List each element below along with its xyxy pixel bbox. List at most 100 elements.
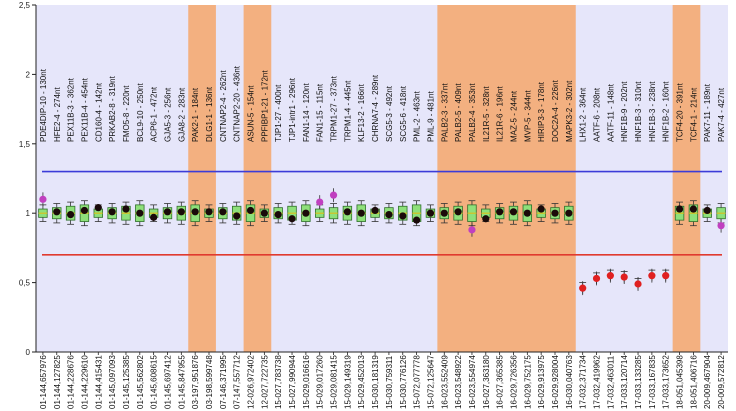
plot-area [36, 5, 728, 352]
probe-label: TRPM1-4 - 445nt [343, 80, 352, 142]
position-label: 20-009,572812 [717, 355, 726, 409]
probe-point [606, 272, 614, 280]
probe-label: AATF-11 - 148nt [606, 83, 615, 142]
probe-label: KLF13-2 - 166nt [357, 83, 366, 142]
probe-label: FAN1-14 - 120nt [302, 83, 311, 142]
probe-point [316, 198, 324, 206]
highlight-bands [188, 5, 701, 352]
position-label: 17-033,167835 [648, 355, 657, 409]
highlight-band [672, 5, 701, 352]
probe-label: IL21R-5 - 328nt [482, 86, 491, 142]
position-label: 15-029,149319 [343, 355, 352, 409]
probe-label: DLG1-1 - 136nt [205, 86, 214, 142]
probe-point [233, 212, 241, 220]
position-label: 01-144,127825 [53, 355, 62, 409]
position-label: 16-029,928004 [551, 355, 560, 409]
probe-point [177, 208, 185, 216]
position-label: 01-144,228676 [67, 355, 76, 409]
position-label: 16-023,552409 [440, 355, 449, 409]
position-label: 15-030,776126 [399, 355, 408, 409]
probe-point [413, 216, 421, 224]
probe-label: DOC2A-4 - 226nt [551, 79, 560, 142]
highlight-band [437, 5, 576, 352]
position-label: 07-146,371995 [219, 355, 228, 409]
position-label: 15-029,017260 [316, 355, 325, 409]
probe-point [634, 280, 642, 288]
y-tick-label: 0 [26, 348, 31, 357]
threshold-lines [42, 170, 722, 256]
position-label: 07-147,557712 [233, 355, 242, 409]
probe-label: PAK7-11 - 189nt [703, 83, 712, 142]
probe-point [122, 205, 130, 213]
y-tick-label: 2 [26, 70, 31, 79]
probe-point [620, 273, 628, 281]
position-label: 18-051,045398 [676, 355, 685, 409]
probe-point [551, 209, 559, 217]
position-labels: 01-144,657976 01-144,127825 01-144,228676 0… [39, 352, 726, 409]
position-label: 15-072,125647 [426, 355, 435, 409]
probe-point [717, 222, 725, 230]
probe-label: HIRIP3-3 - 178nt [537, 81, 546, 142]
probe-point [150, 213, 158, 221]
probe-label: GJA8-2 - 283nt [177, 87, 186, 142]
probe-point [703, 206, 711, 215]
probe-label: MAZ-5 - 244nt [509, 90, 518, 142]
probe-label: PEX11B-4 - 454nt [80, 77, 89, 142]
probe-point [163, 208, 172, 216]
probe-point [343, 208, 351, 216]
probe-point [385, 210, 393, 219]
y-tick-label: 0,5 [19, 279, 31, 288]
probe-label: TCF4-20 - 391nt [676, 83, 685, 142]
probe-point [260, 209, 268, 217]
position-label: 15-030,759311 [385, 355, 394, 409]
probe-label: PALB2-4 - 353nt [468, 83, 477, 142]
probe-point [329, 191, 338, 199]
position-label: 16-023,548922 [454, 355, 463, 409]
position-label: 17-032,371734 [579, 355, 588, 409]
probe-label: IL21R-6 - 196nt [496, 86, 505, 142]
position-label: 01-144,657976 [39, 355, 48, 409]
y-tick-label: 2,5 [19, 1, 31, 10]
probe-label: CHRNA7-4 - 289nt [371, 74, 380, 142]
position-label: 16-023,554974 [468, 355, 477, 409]
position-label: 16-029,752175 [523, 355, 532, 409]
probe-point [482, 215, 490, 223]
position-label: 16-030,040763 [565, 355, 574, 409]
probe-label: TJP1-intr1 - 296nt [288, 77, 297, 142]
probe-point [205, 208, 213, 216]
probe-label: PAK7-4 - 427nt [717, 87, 726, 142]
probe-label: TJP1-27 - 400nt [274, 84, 283, 142]
position-label: 15-027,783738 [274, 355, 283, 409]
probe-label: FMO5-8 - 220nt [122, 85, 131, 142]
probe-label: BCL9-10 - 250nt [136, 83, 145, 142]
probe-label: PML-9 - 481nt [426, 91, 435, 142]
probe-label: PRKAB2-8 - 319nt [108, 75, 117, 142]
probe-label: PDE4DIP-10 - 130nt [39, 68, 48, 142]
position-label: 15-029,081415 [330, 355, 339, 409]
position-label: 15-029,452013 [357, 355, 366, 409]
axes: 0 0,5 1 1,5 2 2,5 [19, 1, 728, 357]
probe-point [509, 208, 518, 216]
position-label: 17-032,419962 [593, 355, 602, 409]
position-label: 01-145,125385 [122, 355, 131, 409]
position-label: 01-145,608615 [150, 355, 159, 409]
position-label: 01-145,847955 [177, 355, 186, 409]
position-label: 15-072,077778 [413, 355, 422, 409]
probe-point [579, 284, 587, 292]
probe-label: PALB2-5 - 409nt [454, 83, 463, 142]
probe-label: PEX11B-3 - 362nt [67, 77, 76, 142]
probe-point [371, 206, 379, 215]
position-label: 17-033,133285 [634, 355, 643, 409]
position-label: 16-029,913975 [537, 355, 546, 409]
probe-point [191, 208, 199, 216]
probe-point [357, 209, 365, 217]
position-label: 20-009,467904 [703, 355, 712, 409]
position-label: 16-029,726356 [509, 355, 518, 409]
probe-label: SCG5-3 - 492nt [385, 85, 394, 142]
probe-points [39, 188, 725, 296]
probe-point [468, 226, 476, 234]
probe-label: GJA5-3 - 256nt [163, 87, 172, 142]
position-label: 17-033,120714 [620, 355, 629, 409]
position-label: 16-027,363180 [482, 355, 491, 409]
